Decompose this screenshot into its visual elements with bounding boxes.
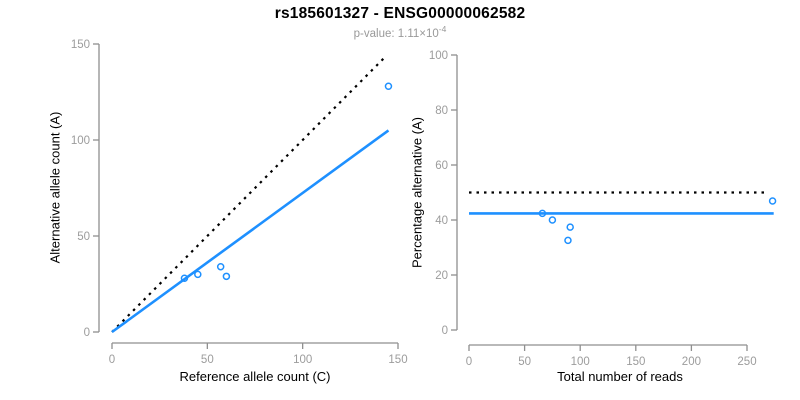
data-point (384, 82, 393, 90)
page-title: rs185601327 - ENSG00000062582 (274, 5, 526, 22)
data-point (194, 270, 202, 279)
y-tick-label: 20 (435, 270, 448, 282)
y-tick-label: 0 (84, 327, 90, 339)
x-tick-label: 50 (518, 356, 531, 368)
data-point (566, 223, 574, 231)
y-tick-label: 80 (435, 105, 448, 117)
x-tick-label: 100 (293, 354, 312, 366)
x-tick-label: 50 (201, 354, 214, 366)
pvalue-subtitle: p-value: 1.11×10-4 (0, 24, 800, 40)
x-tick-label: 0 (466, 356, 472, 368)
data-point (180, 274, 189, 282)
y-tick-label: 100 (429, 50, 448, 62)
y-tick-label: 60 (435, 160, 448, 172)
left-yaxis-label: Alternative allele count (A) (47, 111, 63, 264)
x-tick-label: 250 (737, 356, 756, 368)
regression-line (111, 129, 390, 334)
data-point (222, 272, 231, 281)
y-tick-label: 50 (77, 231, 90, 243)
x-tick-label: 150 (388, 354, 407, 366)
right-xaxis-label: Total number of reads (557, 369, 683, 384)
data-point (548, 216, 557, 224)
y-tick-label: 100 (71, 135, 90, 147)
pvalue-text: p-value: 1.11×10 (353, 27, 439, 40)
y-tick-label: 40 (435, 215, 448, 227)
data-point (216, 262, 225, 271)
data-point (768, 197, 777, 205)
x-tick-label: 0 (109, 354, 115, 366)
data-point (538, 209, 547, 218)
identity-line (111, 54, 388, 333)
right-yaxis-label: Percentage alternative (A) (409, 116, 425, 269)
x-tick-label: 100 (571, 356, 590, 368)
pvalue-exponent: -4 (438, 24, 447, 34)
y-tick-label: 150 (71, 39, 90, 51)
x-tick-label: 200 (682, 356, 701, 368)
left-xaxis-label: Reference allele count (C) (179, 369, 331, 384)
y-tick-label: 0 (442, 325, 448, 337)
data-point (564, 236, 572, 245)
x-tick-label: 150 (626, 356, 645, 368)
